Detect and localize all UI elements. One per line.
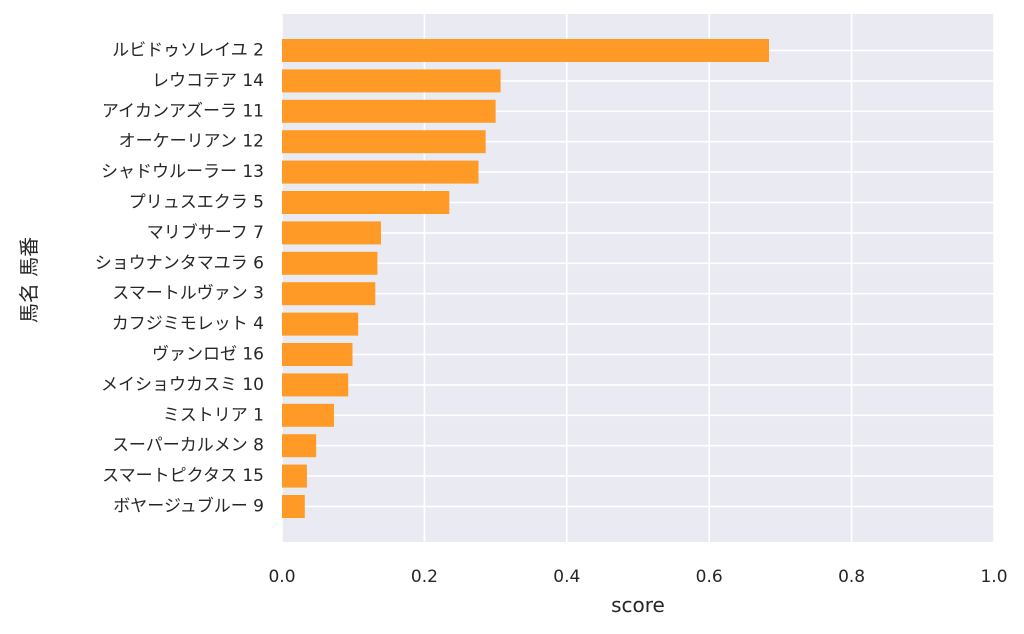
bar [282,434,317,458]
bar [282,221,381,245]
bar [282,130,486,154]
bar [282,373,349,397]
category-label: レウコテア 14 [152,71,264,91]
category-label: スマートルヴァン 3 [112,284,264,304]
x-tick-label: 0.8 [838,567,865,587]
category-label: プリュスエクラ 5 [129,193,264,213]
bar [282,312,359,336]
category-label: ヴァンロゼ 16 [152,345,264,365]
bar [282,464,307,488]
x-tick-label: 0.2 [411,567,438,587]
bar [282,191,450,214]
bar [282,251,378,275]
bar [282,343,353,366]
x-tick-labels: 0.0 0.2 0.4 0.6 0.8 1.0 [268,567,1007,587]
x-axis-title: score [611,593,665,617]
bar [282,99,496,123]
bar [282,282,376,306]
category-label: スマートピクタス 15 [102,466,264,486]
category-label: ボヤージュブルー 9 [113,496,264,517]
x-tick-label: 1.0 [980,567,1007,587]
category-label: シャドウルーラー 13 [101,162,264,182]
category-label: オーケーリアン 12 [119,132,264,152]
plot-background [282,14,994,542]
category-labels: ルビドゥソレイユ 2 レウコテア 14 アイカンアズーラ 11 オーケーリアン 12 シ… [95,41,264,517]
category-label: スーパーカルメン 8 [112,436,264,456]
x-tick-label: 0.6 [696,567,723,587]
bar [282,39,770,62]
category-label: ルビドゥソレイユ 2 [112,41,264,61]
category-label: ショウナンタマユラ 6 [95,253,264,273]
x-tick-label: 0.0 [268,567,295,587]
category-label: アイカンアズーラ 11 [102,101,264,121]
y-axis-title: 馬名 馬番 [17,237,41,323]
category-label: マリブサーフ 7 [147,222,264,243]
bar [282,160,479,184]
category-label: ミストリア 1 [163,405,264,425]
bar [282,69,501,93]
x-tick-label: 0.4 [553,567,580,587]
bar [282,403,334,427]
bar [282,495,305,518]
bars [282,39,770,518]
category-label: メイショウカスミ 10 [101,375,264,395]
category-label: カフジミモレット 4 [112,314,264,334]
